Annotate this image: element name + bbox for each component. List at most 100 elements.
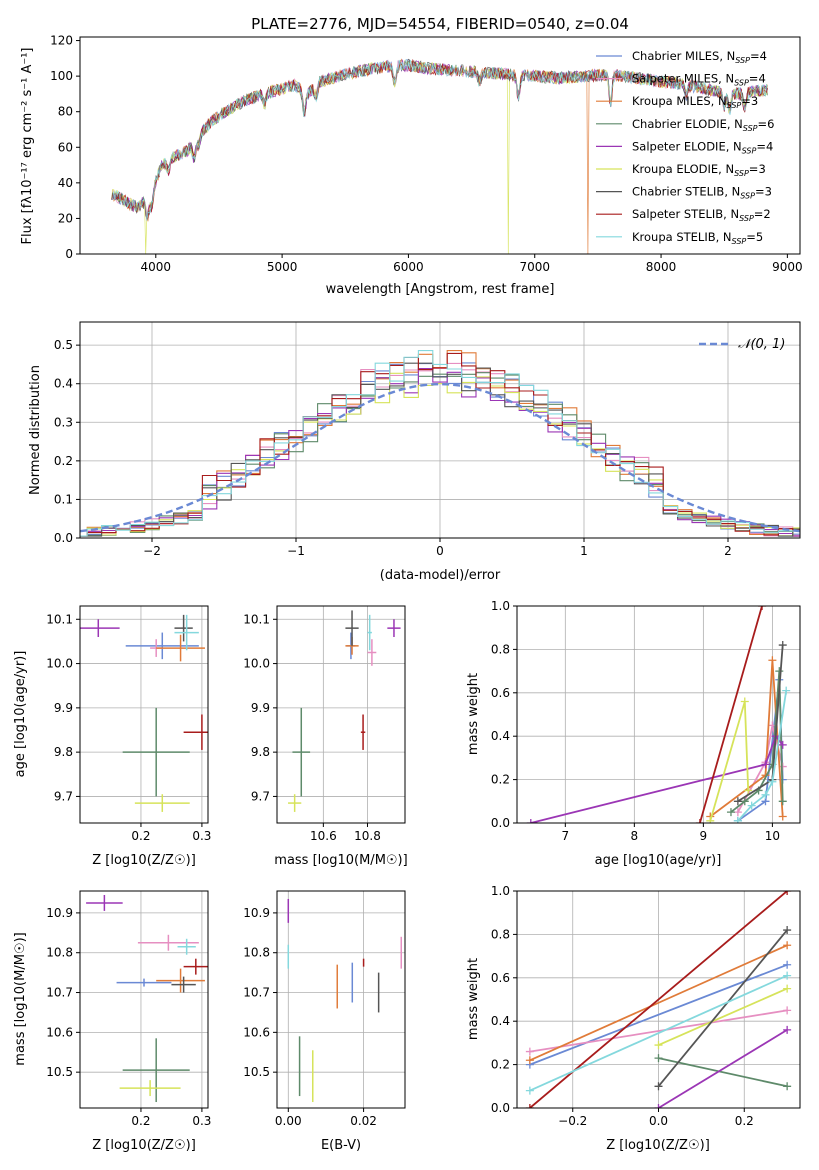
error-point [122, 707, 190, 797]
y-tick-label: 0.1 [54, 492, 73, 506]
spectrum-plot-area [111, 58, 768, 254]
mass-weight-vs-age-frame [516, 605, 801, 824]
x-axis-label: wavelength [Angstrom, rest frame] [326, 282, 555, 297]
y-tick-label: 9.8 [54, 745, 73, 759]
legend-subscript: SSP [734, 79, 749, 88]
x-tick-label: 7 [561, 829, 569, 843]
x-tick-label: 0.02 [350, 1114, 377, 1128]
error-point [345, 610, 359, 646]
weight-marker [740, 797, 749, 806]
residuals-panel: −2 −1 0 1 2 0.0 0.1 0.2 0.3 0.4 0.5 𝒩(0, 1) (data-mo… [28, 321, 801, 583]
weight-line [529, 1009, 788, 1053]
mass-weight-vs-Z-lines [525, 891, 792, 1108]
y-tick-label: 10.9 [46, 906, 73, 920]
y-tick-label: 0.2 [491, 773, 510, 787]
error-point [156, 968, 205, 993]
mass-vs-EBV-points [287, 898, 402, 1103]
weight-marker [758, 606, 767, 610]
y-tick-label: 10.6 [46, 1025, 73, 1039]
weight-marker [733, 816, 742, 823]
legend-subscript: SSP [742, 146, 757, 155]
legend-subscript: SSP [727, 101, 742, 110]
mass-vs-EBV-frame [276, 890, 406, 1109]
legend-equals: = [754, 207, 764, 221]
weight-marker [525, 1104, 534, 1108]
legend-subscript: SSP [743, 124, 758, 133]
x-tick-label: 4000 [141, 260, 172, 274]
weight-marker [525, 1047, 534, 1056]
weight-marker [526, 819, 535, 823]
weight-marker [654, 1082, 663, 1091]
y-tick-label: 0.0 [54, 531, 73, 545]
weight-marker [525, 1056, 534, 1065]
y-tick-label: 0.2 [54, 454, 73, 468]
error-point [174, 614, 199, 651]
legend-entry-label: Salpeter MILES, N [632, 72, 734, 86]
error-point [183, 958, 208, 975]
error-point [122, 1038, 190, 1103]
y-tick-label: 60 [58, 140, 73, 154]
histograms [80, 350, 800, 537]
legend-subscript: SSP [732, 237, 747, 246]
x-tick-label: 0.3 [192, 829, 211, 843]
legend-entry: 𝒩(0, 1) [738, 337, 785, 352]
legend-entry-label: Kroupa ELODIE, N [632, 162, 734, 176]
y-axis-label: Normed distribution [28, 365, 43, 495]
legend-subscript: SSP [739, 214, 754, 223]
legend-entry: Kroupa STELIB, NSSP=5 [632, 230, 763, 246]
mass-vs-EBV-panel: 0.00 0.02 10.5 10.6 10.7 10.8 10.9 E(B-V) [243, 890, 406, 1153]
age-vs-Z-frame [79, 605, 209, 824]
y-tick-label: 10.9 [243, 906, 270, 920]
x-axis-label: age [log10(age/yr)] [595, 853, 722, 868]
weight-marker [775, 667, 784, 676]
legend-subscript: SSP [740, 192, 755, 201]
age-vs-Z-panel: 0.2 0.3 9.7 9.8 9.9 10.0 10.1 Z [log10(Z/Z☉)] ag… [13, 605, 211, 868]
legend-entry-label: Kroupa STELIB, N [632, 230, 732, 244]
x-tick-label: 8 [631, 829, 639, 843]
y-tick-label: 0.4 [491, 1014, 510, 1028]
y-tick-label: 1.0 [491, 884, 510, 898]
y-tick-label: 10.0 [46, 657, 73, 671]
weight-marker [740, 697, 749, 706]
y-tick-label: 10.8 [46, 946, 73, 960]
error-point [134, 794, 190, 812]
y-tick-label: 120 [50, 34, 73, 48]
y-axis-label: mass weight [466, 673, 481, 755]
y-tick-label: 9.7 [251, 789, 270, 803]
error-point [177, 938, 196, 955]
y-axis-label: mass [log10(M/M☉)] [13, 932, 28, 1065]
error-point [119, 1080, 181, 1097]
y-tick-label: 10.7 [46, 986, 73, 1000]
y-tick-label: 0.8 [491, 642, 510, 656]
legend-equals: = [749, 72, 759, 86]
weight-marker [778, 812, 787, 821]
spectrum-frame [79, 36, 801, 255]
x-tick-label: 0.0 [649, 1114, 668, 1128]
x-axis-label: Z [log10(Z/Z☉)] [92, 1138, 196, 1153]
error-point [288, 794, 302, 812]
error-point [116, 978, 172, 987]
weight-marker [768, 777, 777, 786]
error-point [137, 934, 199, 951]
weight-line [529, 944, 788, 1062]
age-vs-Z-points [80, 614, 208, 812]
weight-marker [783, 1025, 792, 1034]
error-point [183, 714, 208, 750]
legend-entry-label: Chabrier ELODIE, N [632, 117, 743, 131]
legend-nssp-value: 4 [758, 72, 765, 86]
y-tick-label: 0.8 [491, 927, 510, 941]
weight-marker [733, 797, 742, 806]
y-tick-label: 10.7 [243, 986, 270, 1000]
legend-entry: Kroupa ELODIE, NSSP=3 [632, 162, 766, 178]
mass-weight-vs-Z-panel: −0.2 0.0 0.2 0.0 0.2 0.4 0.6 0.8 1.0 Z [log10(Z/Z… [466, 884, 801, 1153]
figure-title: PLATE=2776, MJD=54554, FIBERID=0540, z=0… [251, 15, 629, 33]
weight-marker [783, 891, 792, 895]
x-tick-label: −2 [143, 544, 161, 558]
weight-marker [783, 960, 792, 969]
legend-equals: = [749, 162, 759, 176]
histogram-series [80, 350, 800, 537]
legend-entry: Chabrier ELODIE, NSSP=6 [632, 117, 774, 133]
